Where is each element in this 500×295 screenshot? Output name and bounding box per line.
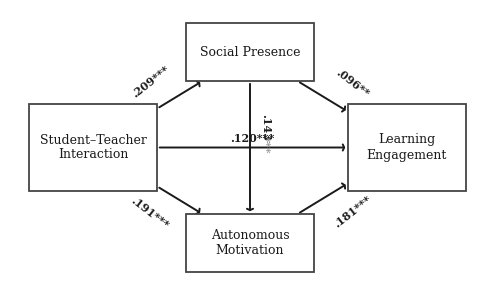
FancyBboxPatch shape (186, 214, 314, 272)
Text: .209***: .209*** (130, 64, 171, 100)
Text: Autonomous
Motivation: Autonomous Motivation (210, 229, 290, 257)
Text: .120***: .120*** (230, 133, 274, 144)
FancyBboxPatch shape (186, 23, 314, 81)
Text: ***: *** (260, 136, 271, 153)
Text: Social Presence: Social Presence (200, 46, 300, 59)
Text: .191***: .191*** (130, 195, 171, 231)
Text: Learning
Engagement: Learning Engagement (366, 134, 447, 161)
Text: .096**: .096** (334, 67, 371, 100)
Text: .181***: .181*** (331, 194, 373, 230)
FancyBboxPatch shape (30, 104, 157, 191)
Text: Student–Teacher
Interaction: Student–Teacher Interaction (40, 134, 146, 161)
FancyBboxPatch shape (348, 104, 466, 191)
Text: .143: .143 (260, 114, 271, 141)
